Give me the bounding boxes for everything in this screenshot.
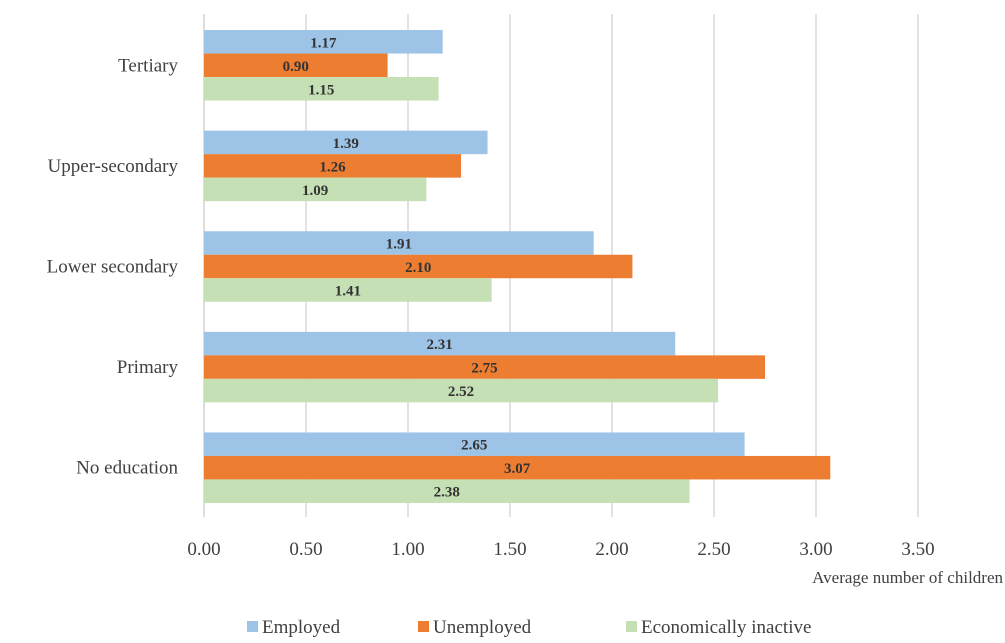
bar-employed [204,30,443,54]
data-label: 2.31 [426,337,452,353]
x-axis-title: Average number of children [812,568,1003,587]
bar-economically-inactive [204,77,439,101]
data-label: 3.07 [504,461,531,477]
data-label: 2.52 [448,384,474,400]
legend-swatch [626,621,637,632]
bar-economically-inactive [204,378,719,403]
category-label: Tertiary [118,55,178,76]
bar-economically-inactive [204,479,690,503]
bar-employed [204,432,745,456]
x-tick-label: 0.50 [289,539,322,560]
legend: Employed Unemployed Economically inactive [247,617,811,638]
data-label: 1.17 [310,35,337,51]
category-label: Lower secondary [47,257,179,278]
category-label: Primary [117,357,179,378]
x-tick-label: 2.50 [697,539,730,560]
data-label: 1.91 [386,237,412,253]
x-tick-label: 1.50 [493,539,526,560]
legend-label: Employed [262,617,341,638]
category-label: Upper-secondary [48,156,179,177]
data-label: 1.26 [319,159,346,175]
bar-economically-inactive [204,278,492,302]
x-tick-label: 3.00 [799,539,832,560]
data-label: 2.10 [405,260,431,276]
bar-employed [204,231,594,255]
category-labels: Tertiary Upper-secondary Lower secondary Pr… [47,55,179,478]
data-label: 2.75 [471,361,497,377]
bar-unemployed [204,455,831,480]
legend-swatch [418,621,429,632]
x-tick-labels: 0.00 0.50 1.00 1.50 2.00 2.50 3.00 3.50 [187,539,934,560]
x-tick-label: 3.50 [901,539,934,560]
data-label: 1.41 [335,284,361,300]
x-tick-label: 1.00 [391,539,424,560]
x-tick-label: 2.00 [595,539,628,560]
data-label: 1.09 [302,183,328,199]
legend-label: Economically inactive [641,617,811,638]
bar-employed [204,130,488,155]
bar-unemployed [204,355,765,379]
legend-swatch [247,621,258,632]
legend-label: Unemployed [433,617,532,638]
category-label: No education [76,458,178,479]
bar-unemployed [204,154,462,178]
data-label: 2.38 [434,485,460,501]
data-label: 1.15 [308,82,334,98]
x-tick-label: 0.00 [187,539,220,560]
bar-employed [204,331,676,356]
bar-unemployed [204,254,633,279]
bar-economically-inactive [204,177,427,202]
data-label: 2.65 [461,438,487,454]
bar-unemployed [204,53,388,78]
bars: 1.170.90 1.15 1.39 1.26 1.09 1.91 2.10 1.41 2.31… [204,30,831,503]
data-label: 0.90 [283,59,309,75]
data-label: 1.39 [333,136,359,152]
